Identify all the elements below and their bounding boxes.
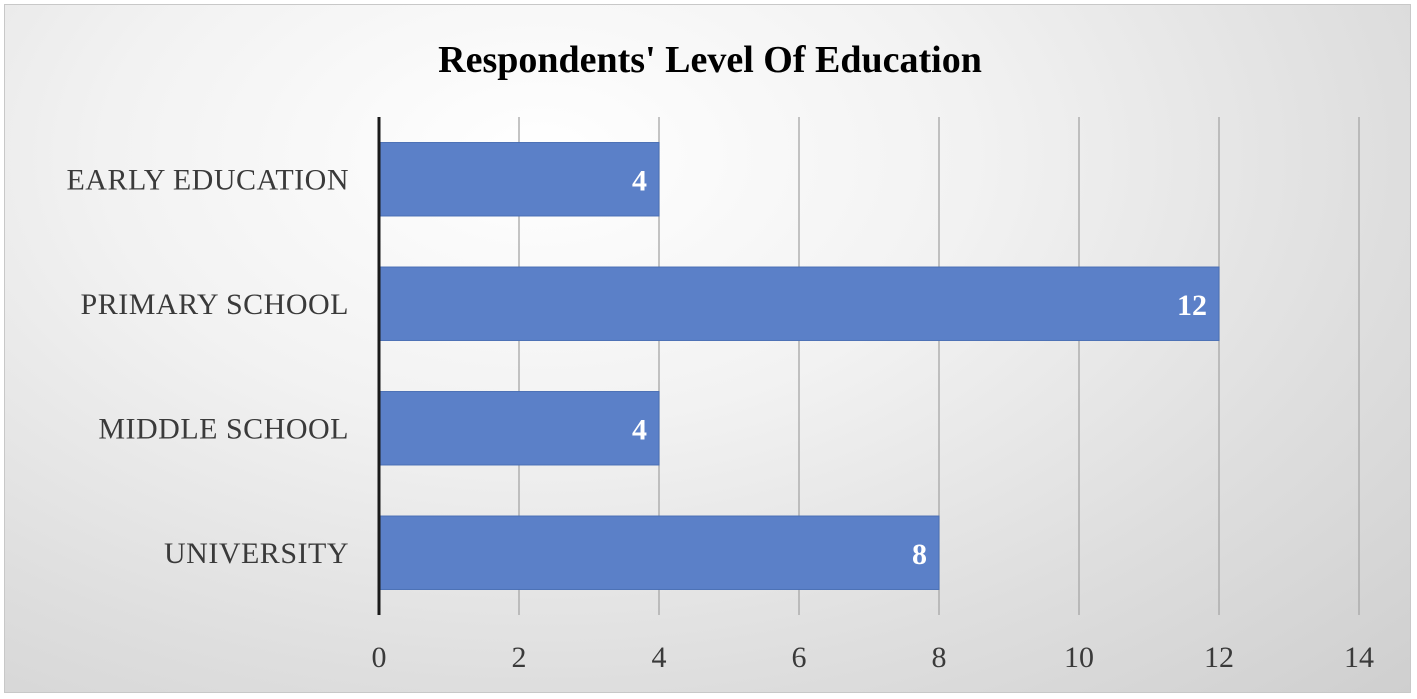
bar — [378, 142, 660, 217]
bars: 4 12 4 8 — [378, 142, 1220, 590]
x-tick-label: 2 — [512, 641, 527, 674]
x-tick-label: 14 — [1344, 641, 1374, 674]
bar — [378, 515, 940, 590]
data-label: 4 — [632, 164, 647, 197]
category-labels: EARLY EDUCATION PRIMARY SCHOOL MIDDLE SCHO… — [66, 163, 349, 570]
bar — [378, 391, 660, 466]
bar — [378, 266, 1220, 341]
category-label: MIDDLE SCHOOL — [98, 412, 349, 445]
bar-chart: Respondents' Level Of Education 4 12 4 8 EA… — [66, 39, 1375, 674]
category-label: UNIVERSITY — [164, 537, 349, 570]
x-tick-label: 6 — [792, 641, 807, 674]
category-label: PRIMARY SCHOOL — [81, 288, 349, 321]
x-tick-label: 10 — [1064, 641, 1094, 674]
x-tick-label: 12 — [1204, 641, 1234, 674]
x-tick-label: 8 — [932, 641, 947, 674]
x-tick-label: 0 — [372, 641, 387, 674]
x-tick-labels: 0 2 4 6 8 10 12 14 — [372, 641, 1375, 674]
chart-title: Respondents' Level Of Education — [438, 39, 982, 81]
data-label: 8 — [912, 538, 927, 571]
data-label: 4 — [632, 413, 647, 446]
x-tick-label: 4 — [652, 641, 667, 674]
data-label: 12 — [1177, 289, 1207, 322]
category-label: EARLY EDUCATION — [66, 163, 349, 196]
chart-frame: Respondents' Level Of Education 4 12 4 8 EA… — [4, 4, 1411, 693]
